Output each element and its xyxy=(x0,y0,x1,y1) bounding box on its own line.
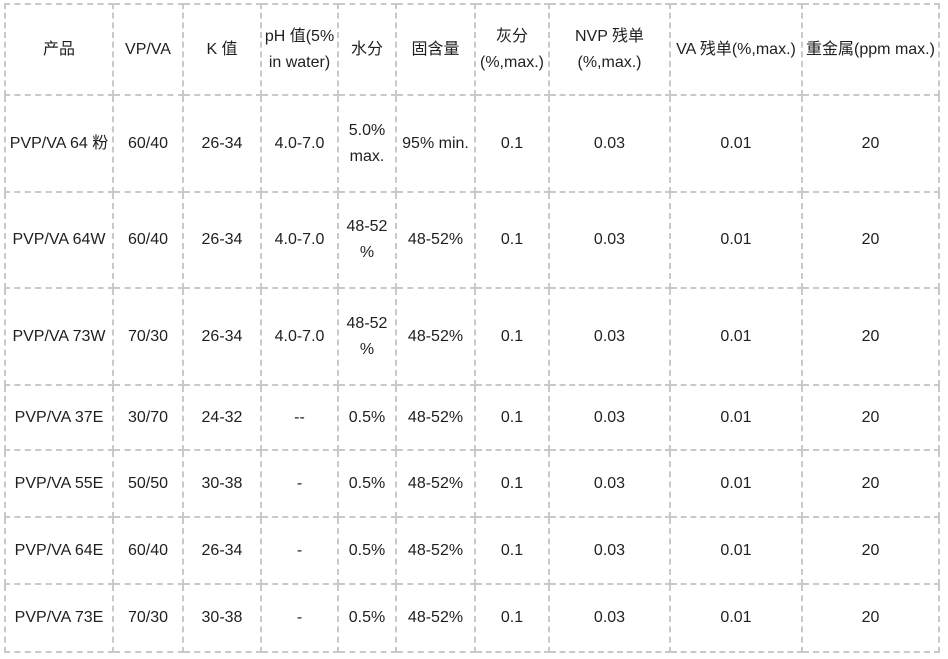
table-row: PVP/VA 37E 30/70 24-32 -- 0.5% 48-52% 0.1 0.03 0… xyxy=(4,384,940,451)
cell-product: PVP/VA 64 粉 xyxy=(4,94,114,193)
cell-moisture: 0.5% xyxy=(337,516,397,585)
cell-vp-va: 50/50 xyxy=(112,449,184,518)
cell-moisture: 0.5% xyxy=(337,384,397,451)
cell-va-residual: 0.01 xyxy=(669,287,803,386)
cell-heavy-metal: 20 xyxy=(801,191,940,289)
cell-k-value: 24-32 xyxy=(182,384,262,451)
cell-vp-va: 60/40 xyxy=(112,516,184,585)
column-header-va-residual: VA 残单(%,max.) xyxy=(669,3,803,96)
cell-va-residual: 0.01 xyxy=(669,583,803,653)
cell-va-residual: 0.01 xyxy=(669,191,803,289)
cell-vp-va: 70/30 xyxy=(112,583,184,653)
table-row: PVP/VA 55E 50/50 30-38-0.5% 48-52% 0.1 0.03 0.… xyxy=(4,449,940,518)
cell-ph-value: 4.0-7.0 xyxy=(260,94,339,193)
cell-moisture: 5.0% max. xyxy=(337,94,397,193)
cell-nvp-residual: 0.03 xyxy=(548,94,671,193)
cell-ph-value: - xyxy=(260,583,339,653)
cell-vp-va: 60/40 xyxy=(112,191,184,289)
table-row: PVP/VA 64 粉 60/40 26-34 4.0-7.0 5.0% max. 95%… xyxy=(4,94,940,193)
column-header-ash: 灰分 (%,max.) xyxy=(474,3,550,96)
cell-ash: 0.1 xyxy=(474,287,550,386)
column-header-product: 产品 xyxy=(4,3,114,96)
cell-ph-value: - xyxy=(260,516,339,585)
cell-va-residual: 0.01 xyxy=(669,449,803,518)
table-row: PVP/VA 64W 60/40 26-34 4.0-7.0 48-52 % 48-52%… xyxy=(4,191,940,289)
cell-ph-value: 4.0-7.0 xyxy=(260,191,339,289)
cell-k-value: 26-34 xyxy=(182,516,262,585)
cell-va-residual: 0.01 xyxy=(669,516,803,585)
cell-vp-va: 70/30 xyxy=(112,287,184,386)
column-header-nvp-residual: NVP 残单 (%,max.) xyxy=(548,3,671,96)
table-row: PVP/VA 73E 70/30 30-38-0.5% 48-52% 0.1 0.03 0.… xyxy=(4,583,940,653)
cell-heavy-metal: 20 xyxy=(801,583,940,653)
cell-heavy-metal: 20 xyxy=(801,94,940,193)
product-spec-table: 产品 VP/VA K 值 pH 值(5% in water) 水分 固含量 灰分… xyxy=(4,3,940,653)
cell-nvp-residual: 0.03 xyxy=(548,191,671,289)
cell-solid-content: 95% min. xyxy=(395,94,476,193)
cell-ph-value: 4.0-7.0 xyxy=(260,287,339,386)
table-row: PVP/VA 64E 60/40 26-34-0.5% 48-52% 0.1 0.03 0.… xyxy=(4,516,940,585)
cell-heavy-metal: 20 xyxy=(801,516,940,585)
cell-product: PVP/VA 73E xyxy=(4,583,114,653)
table-body: PVP/VA 64 粉 60/40 26-34 4.0-7.0 5.0% max. 95%… xyxy=(4,94,940,653)
cell-heavy-metal: 20 xyxy=(801,384,940,451)
column-header-k-value: K 值 xyxy=(182,3,262,96)
cell-ash: 0.1 xyxy=(474,94,550,193)
cell-k-value: 30-38 xyxy=(182,583,262,653)
cell-k-value: 26-34 xyxy=(182,94,262,193)
column-header-moisture: 水分 xyxy=(337,3,397,96)
cell-va-residual: 0.01 xyxy=(669,384,803,451)
cell-solid-content: 48-52% xyxy=(395,384,476,451)
cell-solid-content: 48-52% xyxy=(395,583,476,653)
cell-heavy-metal: 20 xyxy=(801,287,940,386)
cell-solid-content: 48-52% xyxy=(395,449,476,518)
cell-vp-va: 30/70 xyxy=(112,384,184,451)
cell-nvp-residual: 0.03 xyxy=(548,449,671,518)
cell-ash: 0.1 xyxy=(474,516,550,585)
cell-product: PVP/VA 73W xyxy=(4,287,114,386)
cell-product: PVP/VA 64W xyxy=(4,191,114,289)
cell-solid-content: 48-52% xyxy=(395,516,476,585)
cell-nvp-residual: 0.03 xyxy=(548,583,671,653)
cell-nvp-residual: 0.03 xyxy=(548,384,671,451)
cell-k-value: 30-38 xyxy=(182,449,262,518)
cell-ph-value: -- xyxy=(260,384,339,451)
cell-solid-content: 48-52% xyxy=(395,287,476,386)
cell-solid-content: 48-52% xyxy=(395,191,476,289)
cell-ash: 0.1 xyxy=(474,191,550,289)
cell-ph-value: - xyxy=(260,449,339,518)
cell-product: PVP/VA 55E xyxy=(4,449,114,518)
cell-moisture: 48-52 % xyxy=(337,287,397,386)
column-header-heavy-metal: 重金属(ppm max.) xyxy=(801,3,940,96)
cell-product: PVP/VA 37E xyxy=(4,384,114,451)
cell-product: PVP/VA 64E xyxy=(4,516,114,585)
cell-moisture: 0.5% xyxy=(337,449,397,518)
cell-nvp-residual: 0.03 xyxy=(548,516,671,585)
cell-k-value: 26-34 xyxy=(182,287,262,386)
cell-va-residual: 0.01 xyxy=(669,94,803,193)
cell-nvp-residual: 0.03 xyxy=(548,287,671,386)
cell-ash: 0.1 xyxy=(474,384,550,451)
cell-ash: 0.1 xyxy=(474,583,550,653)
cell-heavy-metal: 20 xyxy=(801,449,940,518)
table-header: 产品 VP/VA K 值 pH 值(5% in water) 水分 固含量 灰分… xyxy=(4,3,940,96)
cell-moisture: 0.5% xyxy=(337,583,397,653)
header-row: 产品 VP/VA K 值 pH 值(5% in water) 水分 固含量 灰分… xyxy=(4,3,940,96)
table-row: PVP/VA 73W 70/30 26-34 4.0-7.0 48-52 % 48-52%… xyxy=(4,287,940,386)
column-header-solid-content: 固含量 xyxy=(395,3,476,96)
cell-vp-va: 60/40 xyxy=(112,94,184,193)
column-header-ph-value: pH 值(5% in water) xyxy=(260,3,339,96)
column-header-vp-va: VP/VA xyxy=(112,3,184,96)
cell-k-value: 26-34 xyxy=(182,191,262,289)
cell-ash: 0.1 xyxy=(474,449,550,518)
cell-moisture: 48-52 % xyxy=(337,191,397,289)
